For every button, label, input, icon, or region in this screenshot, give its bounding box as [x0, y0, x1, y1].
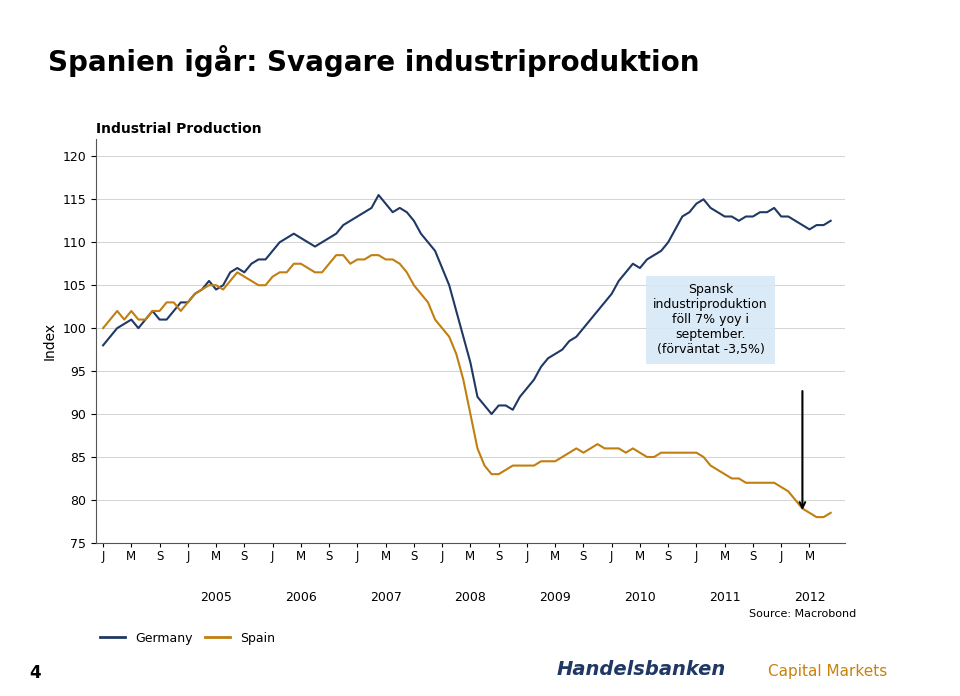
- Spain: [309, 268, 321, 276]
- Spain: [281, 268, 293, 276]
- Text: 2008: 2008: [454, 592, 487, 604]
- Spain: [97, 324, 108, 332]
- Germany: [309, 242, 321, 251]
- Text: Spansk
industriproduktion
föll 7% yoy i
september.
(förväntat -3,5%): Spansk industriproduktion föll 7% yoy i …: [653, 283, 768, 356]
- Germany: [465, 358, 476, 367]
- Text: 4: 4: [29, 664, 40, 682]
- Germany: [811, 221, 823, 229]
- Line: Spain: Spain: [103, 255, 830, 517]
- Germany: [372, 191, 384, 199]
- Spain: [804, 509, 815, 517]
- Spain: [465, 410, 476, 418]
- Germany: [97, 341, 108, 349]
- Line: Germany: Germany: [103, 195, 830, 414]
- Spain: [118, 315, 130, 324]
- Text: 2006: 2006: [285, 592, 317, 604]
- Germany: [281, 234, 293, 242]
- Text: Handelsbanken: Handelsbanken: [557, 660, 726, 679]
- Spain: [768, 479, 780, 487]
- Text: 2007: 2007: [370, 592, 401, 604]
- Spain: [811, 513, 823, 521]
- Legend: Germany, Spain: Germany, Spain: [95, 626, 279, 649]
- Germany: [825, 216, 836, 225]
- Text: Industrial Production: Industrial Production: [96, 122, 262, 136]
- Text: 2012: 2012: [794, 592, 826, 604]
- Text: 2005: 2005: [200, 592, 232, 604]
- Text: Source: Macrobond: Source: Macrobond: [749, 609, 856, 619]
- Germany: [118, 319, 130, 328]
- Text: 2011: 2011: [708, 592, 740, 604]
- Text: Capital Markets: Capital Markets: [768, 663, 887, 679]
- Germany: [776, 212, 787, 221]
- Y-axis label: Index: Index: [43, 322, 57, 360]
- Text: Spanien igår: Svagare industriproduktion: Spanien igår: Svagare industriproduktion: [48, 45, 700, 77]
- Text: 2009: 2009: [540, 592, 571, 604]
- Germany: [486, 410, 497, 418]
- Spain: [330, 251, 342, 260]
- Spain: [825, 509, 836, 517]
- Text: 2010: 2010: [624, 592, 656, 604]
